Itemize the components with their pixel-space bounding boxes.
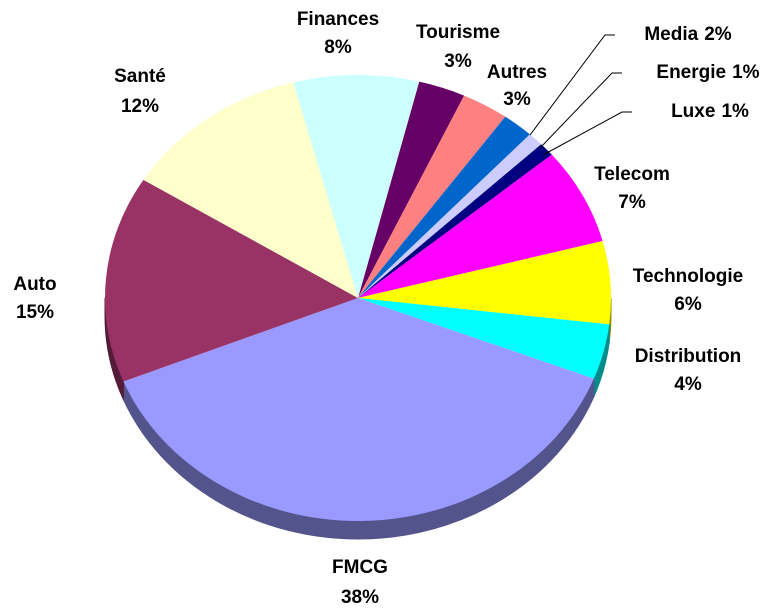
value-label: 4% xyxy=(674,374,702,395)
slice xyxy=(358,81,465,298)
value-label: 2% xyxy=(704,24,732,45)
value-label: 38% xyxy=(341,587,379,608)
value-label: 1% xyxy=(732,62,760,83)
category-label: Auto xyxy=(13,274,56,295)
category-label: Technologie xyxy=(633,266,743,287)
slice xyxy=(358,144,552,298)
category-label: Energie xyxy=(656,62,726,83)
value-label: 6% xyxy=(674,294,702,315)
slice xyxy=(358,116,530,298)
value-label: 8% xyxy=(324,37,352,58)
slice-label: Luxe 1% xyxy=(671,101,749,122)
value-label: 3% xyxy=(444,51,472,72)
slice-label: Energie 1% xyxy=(656,62,759,83)
slice xyxy=(143,82,358,299)
slice xyxy=(123,298,594,522)
slice xyxy=(358,298,610,379)
slice xyxy=(293,74,420,298)
value-label: 15% xyxy=(16,302,54,323)
category-label: Tourisme xyxy=(416,22,500,43)
category-label: Santé xyxy=(114,66,166,87)
category-label: FMCG xyxy=(332,557,388,578)
value-label: 3% xyxy=(503,89,531,110)
slice xyxy=(358,154,603,298)
category-label: Autres xyxy=(487,62,547,83)
category-label: Distribution xyxy=(635,346,742,367)
slice xyxy=(104,179,359,382)
category-label: Media xyxy=(644,24,698,45)
category-label: Luxe xyxy=(671,101,715,122)
value-label: 12% xyxy=(121,96,159,117)
category-label: Finances xyxy=(297,9,379,30)
leader-line xyxy=(529,34,615,136)
category-label: Telecom xyxy=(594,164,670,185)
slice-label: Media 2% xyxy=(644,24,731,45)
slice xyxy=(358,241,612,325)
value-label: 7% xyxy=(618,192,646,213)
leader-line xyxy=(542,111,632,156)
slice xyxy=(358,134,542,298)
value-label: 1% xyxy=(721,101,749,122)
slice xyxy=(358,95,506,299)
leader-line xyxy=(539,72,622,149)
